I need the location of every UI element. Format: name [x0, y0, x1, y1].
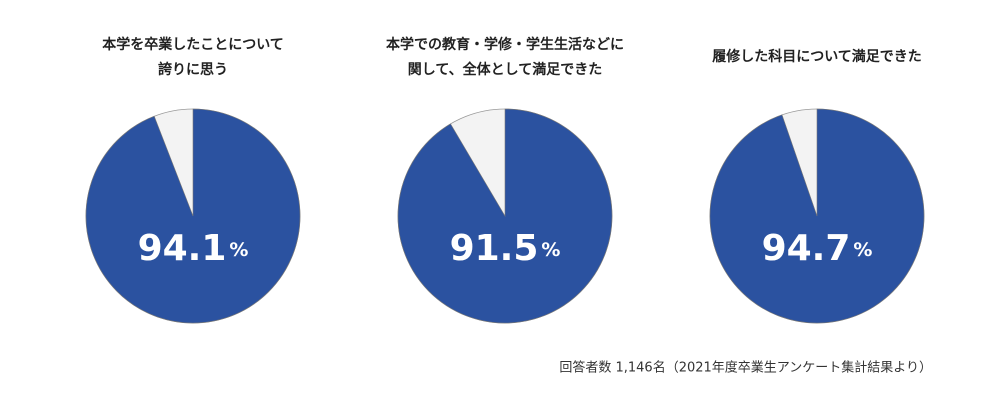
value-label: 94.7% [762, 228, 873, 269]
chart-title: 本学を卒業したことについて [102, 36, 284, 53]
pie-slice [397, 108, 613, 324]
chart-title: 本学での教育・学修・学生生活などに [386, 36, 624, 53]
value-label: 91.5% [450, 228, 561, 269]
pie-slice [85, 108, 301, 324]
value-label: 94.1% [138, 228, 249, 269]
footnote: 回答者数 1,146名（2021年度卒業生アンケート集計結果より） [559, 360, 932, 376]
value-number: 94.7 [762, 228, 851, 269]
value-unit: % [541, 239, 560, 261]
value-unit: % [229, 239, 248, 261]
value-number: 91.5 [450, 228, 539, 269]
pie-slice [709, 108, 925, 324]
chart-title: 誇りに思う [158, 61, 228, 78]
value-unit: % [853, 239, 872, 261]
chart-title: 関して、全体として満足できた [408, 61, 602, 78]
chart-title: 履修した科目について満足できた [712, 48, 922, 65]
value-number: 94.1 [138, 228, 227, 269]
